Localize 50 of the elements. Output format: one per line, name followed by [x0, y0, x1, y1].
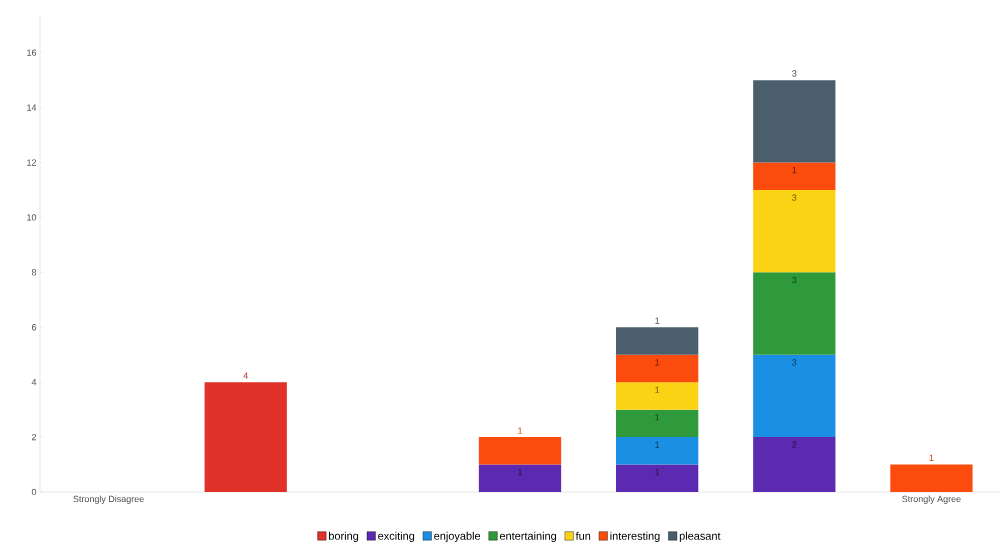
bar	[478, 437, 562, 465]
y-tick-label: 8	[31, 269, 37, 276]
data-label: 1	[655, 317, 660, 324]
y-tick-label: 10	[27, 214, 37, 221]
data-label: 3	[792, 194, 797, 201]
y-tick-label: 6	[31, 324, 37, 331]
legend-label: entertaining	[499, 531, 557, 543]
bar	[616, 464, 699, 492]
data-label: 1	[655, 414, 660, 421]
y-tick-label: 14	[27, 104, 37, 111]
data-label: 1	[792, 167, 797, 174]
bar	[616, 409, 699, 438]
bar	[616, 437, 699, 465]
data-label: 1	[655, 359, 660, 366]
bar	[753, 272, 836, 355]
data-label: 1	[655, 441, 660, 448]
bar	[890, 464, 973, 492]
bar	[478, 464, 562, 492]
data-label: 1	[655, 386, 660, 393]
legend-label: enjoyable	[434, 531, 481, 543]
data-label: 4	[243, 372, 248, 379]
y-tick-label: 12	[27, 159, 37, 166]
data-label: 3	[792, 359, 797, 366]
legend-label: fun	[575, 531, 591, 540]
bar	[753, 162, 836, 190]
y-tick-label: 4	[31, 379, 37, 386]
bar	[753, 189, 836, 273]
data-label: 1	[518, 427, 523, 434]
bar	[753, 354, 836, 438]
y-tick-label: 2	[31, 433, 37, 441]
bar	[753, 437, 836, 492]
legend-label: pleasant	[679, 531, 721, 543]
bar	[204, 382, 287, 492]
data-label: 1	[929, 454, 934, 462]
data-label: 3	[792, 276, 797, 284]
x-tick-label: Strongly Disagree	[73, 495, 144, 504]
data-label: 1	[655, 469, 660, 476]
bar	[616, 354, 699, 383]
bar	[753, 80, 836, 163]
x-tick-label: Strongly Agree	[902, 495, 961, 504]
data-label: 3	[792, 70, 797, 77]
legend-label: exciting	[378, 531, 415, 543]
y-tick-label: 16	[27, 49, 37, 56]
data-label: 1	[518, 469, 523, 476]
y-tick-label: 0	[31, 488, 37, 496]
bar	[616, 327, 699, 355]
bar	[616, 382, 699, 410]
data-label: 2	[792, 441, 797, 448]
legend-label: interesting	[610, 531, 660, 543]
legend-label: boring	[329, 531, 359, 543]
